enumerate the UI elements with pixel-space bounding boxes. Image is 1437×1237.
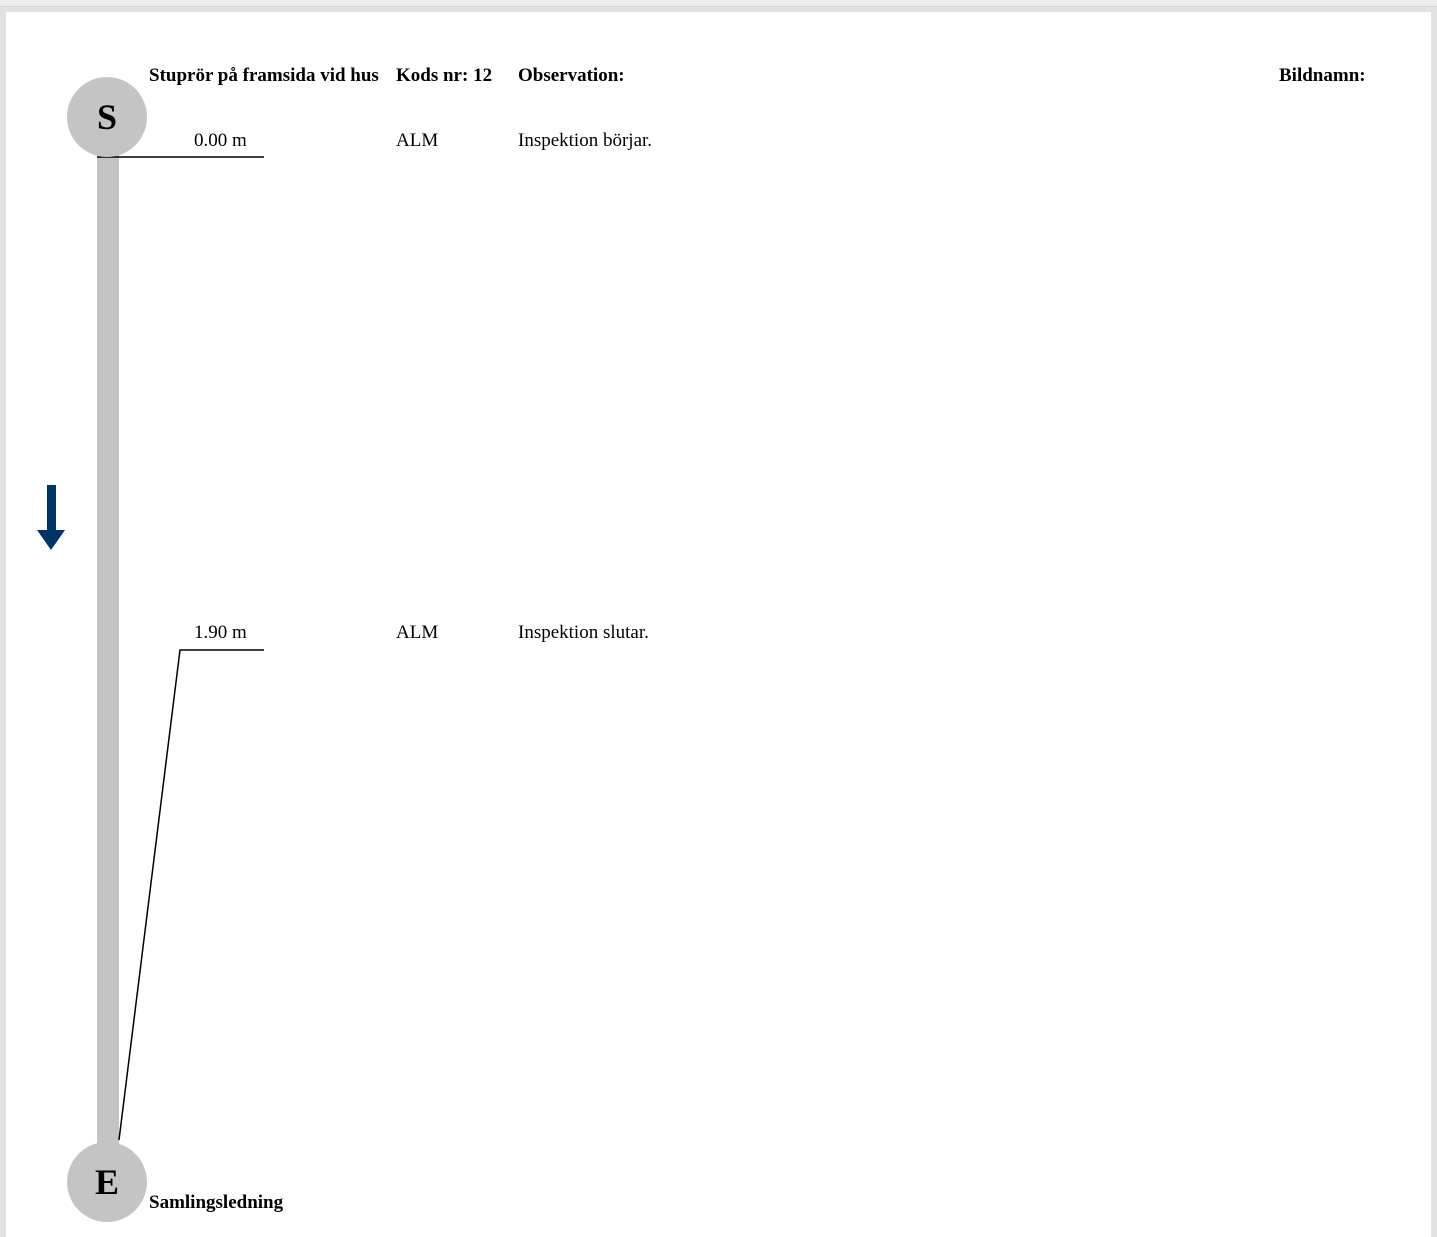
- report-page: [6, 12, 1431, 1237]
- observation-text: Inspektion börjar.: [518, 130, 653, 151]
- start-node: S: [67, 77, 147, 157]
- pipe-name: Stuprör på framsida vid hus: [149, 65, 379, 86]
- end-node-label: E: [94, 1162, 119, 1202]
- observation-code: ALM: [396, 622, 439, 643]
- observation-code: ALM: [396, 130, 439, 151]
- leader-line-1: [118, 649, 264, 1141]
- top-strip: [0, 0, 1437, 7]
- observation-distance: 1.90 m: [194, 622, 247, 643]
- code-label: Kods nr: 12: [396, 65, 493, 86]
- arrow-down-icon: [37, 485, 65, 550]
- observation-distance: 0.00 m: [194, 130, 247, 151]
- observation-header: Observation:: [518, 65, 625, 86]
- pipe-bar: [97, 150, 119, 1150]
- start-node-label: S: [96, 97, 118, 137]
- end-node: E: [67, 1142, 147, 1222]
- observation-text: Inspektion slutar.: [518, 622, 649, 643]
- end-node-name: Samlingsledning: [149, 1192, 284, 1213]
- image-name-header: Bildnamn:: [1279, 65, 1366, 86]
